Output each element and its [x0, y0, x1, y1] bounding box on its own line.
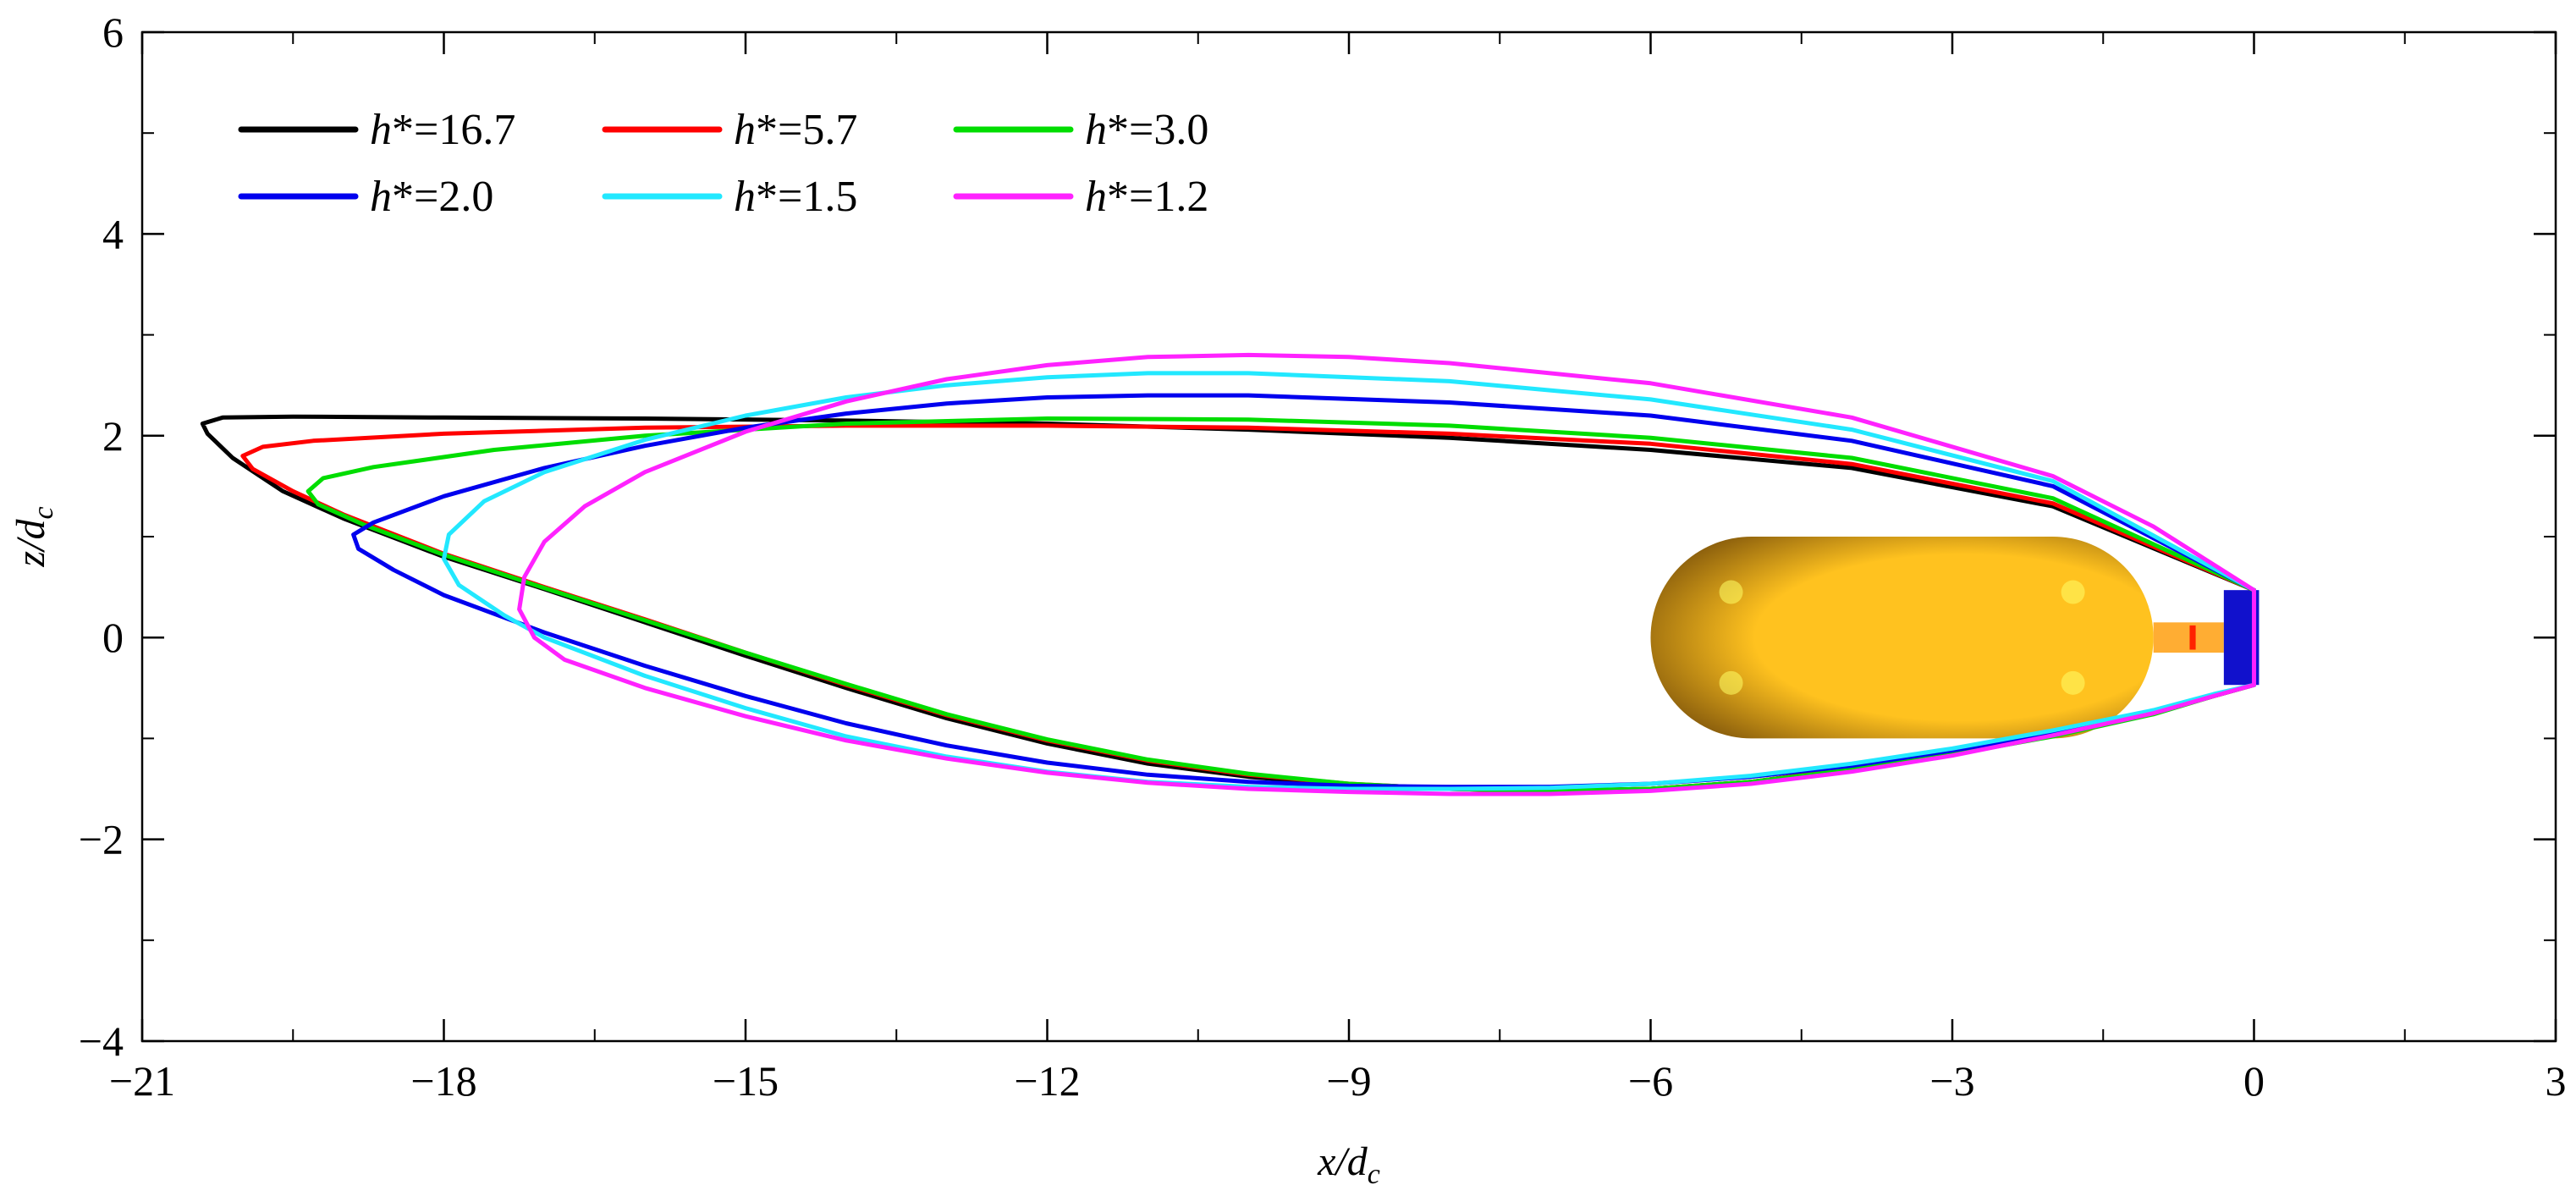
x-tick-label: −9	[1326, 1057, 1371, 1105]
legend-label-var: h	[734, 173, 756, 221]
series-group	[200, 352, 2256, 796]
legend-label-6: h*=1.2	[1085, 173, 1208, 221]
y-tick-label: 2	[102, 412, 124, 460]
hull-highlight	[1719, 580, 1743, 604]
x-axis-title-main: x/d	[1317, 1139, 1368, 1184]
legend-label-3: h*=3.0	[1085, 106, 1208, 154]
hull	[1650, 537, 2154, 739]
legend: h*=16.7 h*=5.7 h*=3.0h*=2.0 h*=1.5 h*=1.2	[238, 106, 1208, 221]
submarine-body	[1650, 537, 2260, 739]
y-axis-title: z/dc	[8, 506, 59, 567]
tick-labels: −21 −18 −15 −12 −9 −6 −3 0 3 −4 −2 0 2 4 6	[79, 8, 2567, 1105]
x-tick-label: −18	[410, 1057, 476, 1105]
legend-label-2: h*=5.7	[734, 106, 857, 154]
y-tick-label: 4	[102, 210, 124, 257]
y-tick-label: −4	[79, 1017, 124, 1065]
legend-label-5: h*=1.5	[734, 173, 857, 221]
hull-highlight	[2061, 580, 2085, 604]
y-tick-label: 0	[102, 614, 124, 661]
x-tick-label: −6	[1628, 1057, 1673, 1105]
legend-label-value: *=1.2	[1107, 173, 1208, 221]
y-tick-label: 6	[102, 8, 124, 56]
series-line-6	[517, 352, 2256, 796]
y-axis-title-sub: c	[28, 506, 59, 519]
hull-highlight	[2061, 670, 2085, 695]
legend-label-1: h*=16.7	[370, 106, 515, 154]
legend-label-value: *=2.0	[392, 173, 493, 221]
series-line-5	[442, 371, 2256, 791]
x-tick-label: −21	[109, 1057, 175, 1105]
x-axis-title-sub: c	[1368, 1159, 1380, 1190]
legend-label-value: *=3.0	[1107, 106, 1208, 154]
legend-label-value: *=5.7	[756, 106, 857, 154]
plot-frame	[140, 30, 2557, 1043]
legend-label-value: *=16.7	[392, 106, 515, 154]
neck-marker	[2189, 625, 2196, 650]
hull-highlight	[1719, 670, 1743, 695]
axis-ticks	[140, 30, 2557, 1043]
x-tick-label: −15	[713, 1057, 779, 1105]
legend-label-var: h	[1085, 106, 1107, 154]
x-axis-title: x/dc	[1317, 1139, 1380, 1190]
x-tick-label: 3	[2546, 1057, 2567, 1105]
x-tick-label: 0	[2243, 1057, 2265, 1105]
y-tick-label: −2	[79, 816, 124, 863]
plot-area-border	[140, 30, 2557, 1043]
legend-label-var: h	[1085, 173, 1107, 221]
legend-label-var: h	[370, 173, 392, 221]
x-tick-label: −3	[1929, 1057, 1974, 1105]
y-axis-title-main: z/d	[8, 519, 53, 568]
axis-titles: x/dc z/dc	[8, 506, 1380, 1190]
legend-label-4: h*=2.0	[370, 173, 493, 221]
legend-label-var: h	[370, 106, 392, 154]
legend-label-var: h	[734, 106, 756, 154]
legend-label-value: *=1.5	[756, 173, 857, 221]
x-tick-label: −12	[1014, 1057, 1080, 1105]
hull-neck	[2153, 622, 2224, 653]
